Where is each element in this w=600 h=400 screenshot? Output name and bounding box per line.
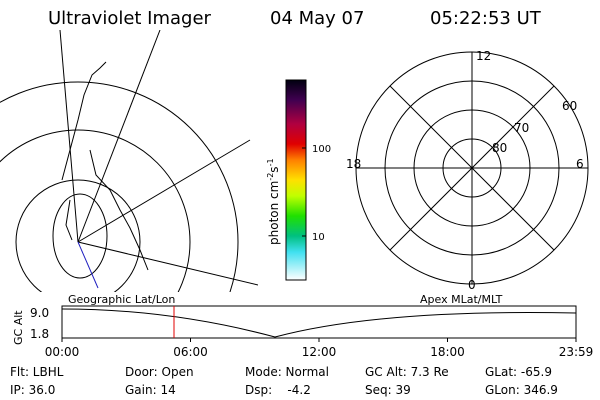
altitude-curve <box>61 308 577 338</box>
status-field: GC Alt: 7.3 Re <box>365 365 449 379</box>
colorbar-tick: 100 <box>312 144 331 155</box>
polar-label: 12 <box>476 49 491 63</box>
status-field: Mode: Normal <box>245 365 329 379</box>
x-tick-label: 23:59 <box>559 345 594 359</box>
status-field: Flt: LBHL <box>10 365 64 379</box>
x-tick-label: 12:00 <box>302 345 337 359</box>
status-field: Door: Open <box>125 365 194 379</box>
polar-label: 0 <box>468 278 476 292</box>
date: 04 May 07 <box>270 8 364 29</box>
title: Ultraviolet Imager <box>48 8 212 29</box>
label: s <box>267 166 281 172</box>
colorbar <box>285 79 307 281</box>
status-field: GLat: -65.9 <box>485 365 552 379</box>
map <box>0 30 258 292</box>
time: 05:22:53 UT <box>430 8 542 29</box>
status-field: GLon: 346.9 <box>485 383 558 397</box>
ring-label: 80 <box>492 141 507 155</box>
polar-label: 6 <box>576 157 584 171</box>
status-field: Dsp: -4.2 <box>245 383 311 397</box>
label-exp: -2 <box>266 173 275 181</box>
ring-label: 60 <box>562 99 577 113</box>
timeline-left-label: Geographic Lat/Lon <box>68 293 175 306</box>
status-field: Seq: 39 <box>365 383 411 397</box>
polar-plot <box>355 51 589 285</box>
y-tick-label: 9.0 <box>30 306 49 320</box>
polar-label: 18 <box>346 157 361 171</box>
timeline-frame <box>61 305 577 339</box>
x-tick-label: 00:00 <box>45 345 80 359</box>
ring-label: 70 <box>514 121 529 135</box>
x-tick-label: 18:00 <box>430 345 465 359</box>
timeline-ylabel: GC Alt <box>12 310 25 345</box>
colorbar-label: photon cm-2s-1 <box>266 158 281 245</box>
label-exp: -1 <box>266 158 275 166</box>
colorbar-tick: 10 <box>312 232 325 243</box>
timeline-right-label: Apex MLat/MLT <box>420 293 503 306</box>
x-tick-label: 06:00 <box>173 345 208 359</box>
y-tick-label: 1.8 <box>30 327 49 341</box>
status-field: Gain: 14 <box>125 383 176 397</box>
label: photon cm <box>267 181 281 245</box>
status-field: IP: 36.0 <box>10 383 55 397</box>
